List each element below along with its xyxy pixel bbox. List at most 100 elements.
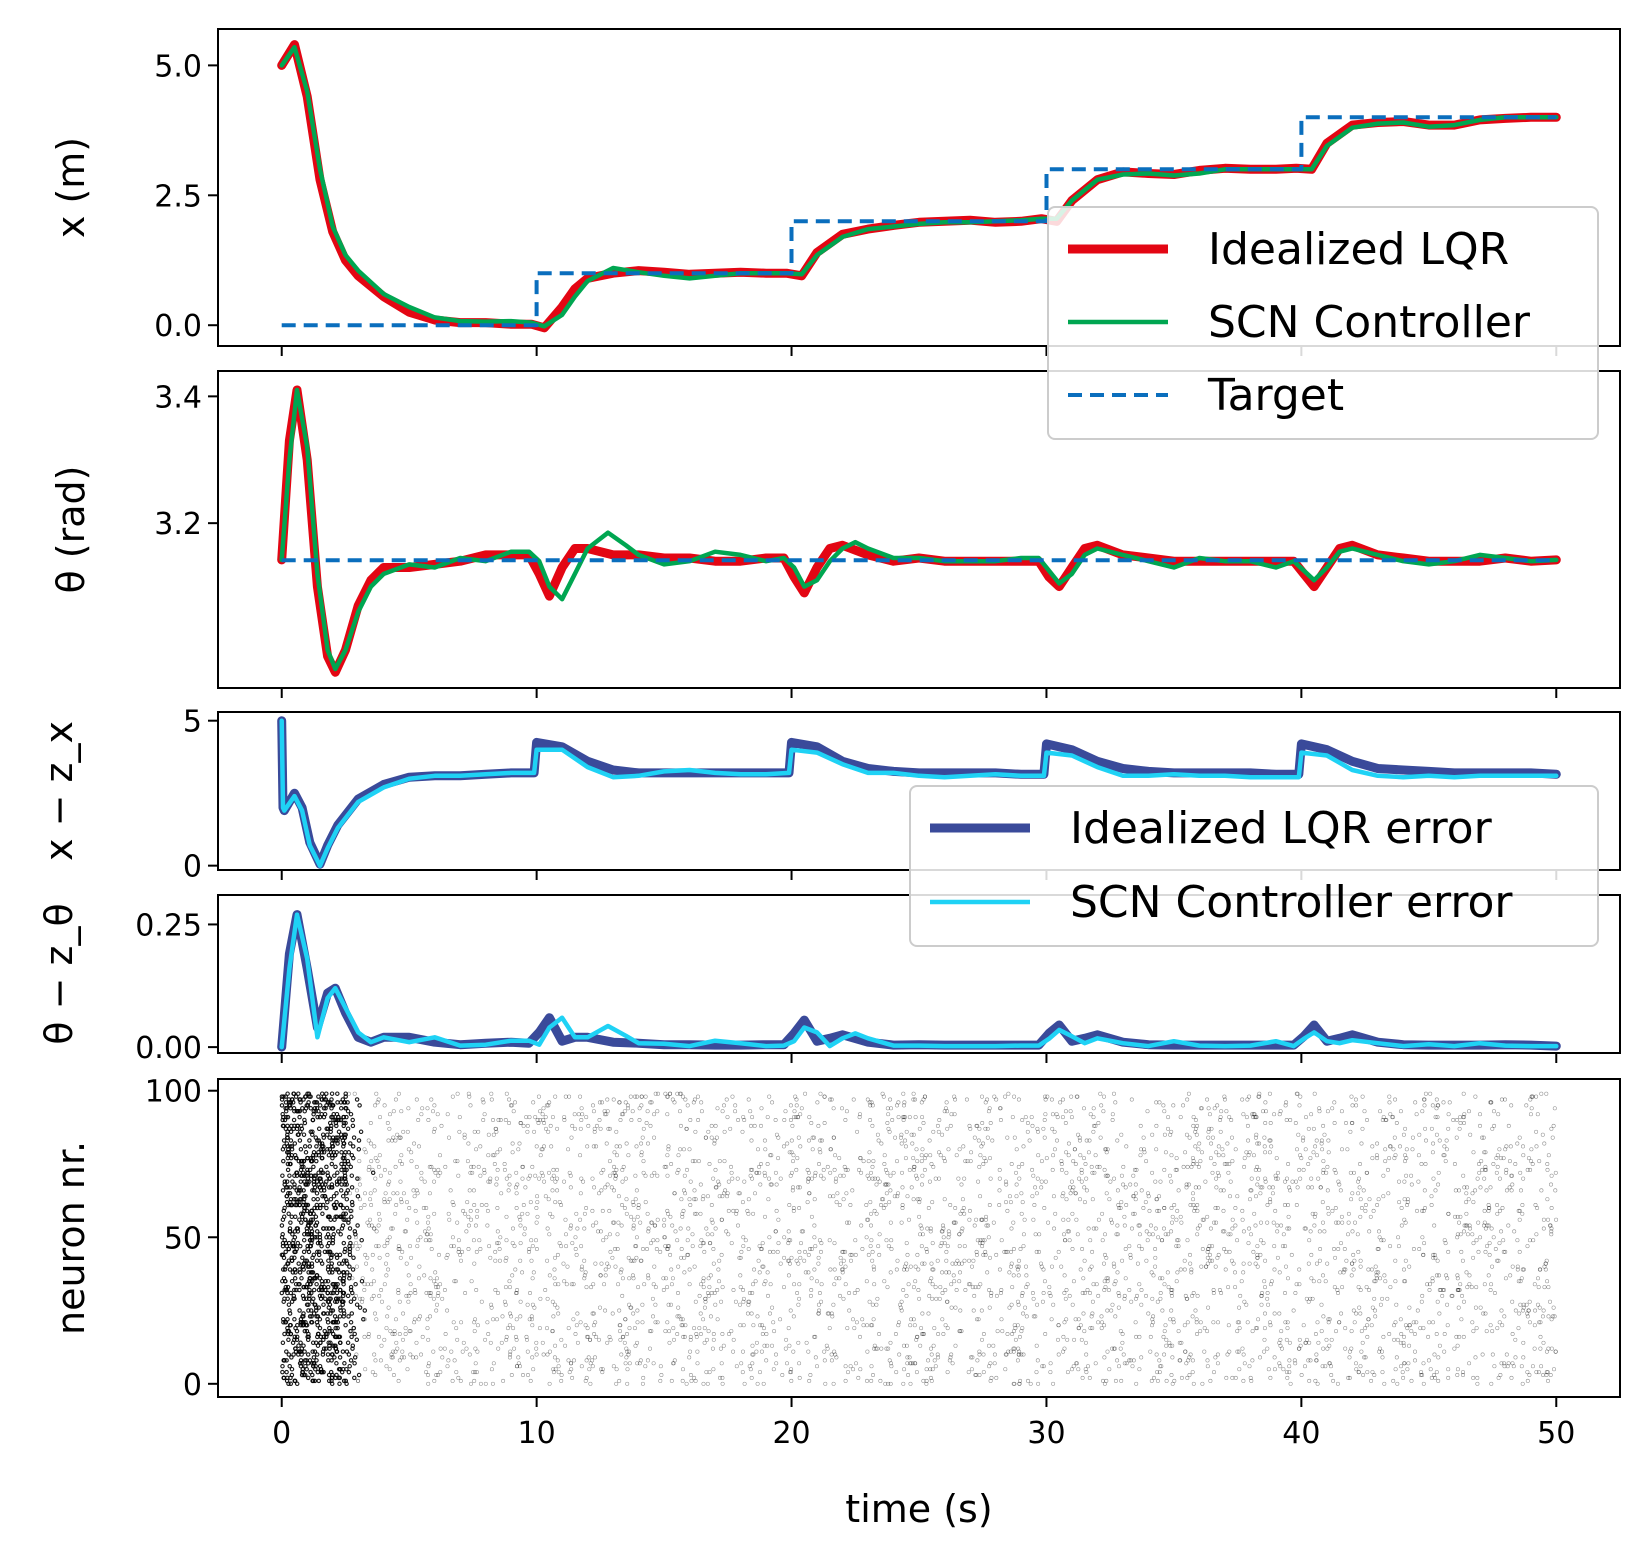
spike: [758, 1323, 763, 1328]
spike: [1154, 1123, 1159, 1128]
spike: [641, 1126, 646, 1131]
spike: [1326, 1317, 1331, 1322]
spike: [1320, 1200, 1325, 1205]
spike: [860, 1317, 865, 1322]
spike: [1198, 1106, 1203, 1111]
spike: [476, 1129, 481, 1134]
spike: [879, 1141, 884, 1146]
spike: [791, 1349, 796, 1354]
spike: [579, 1244, 584, 1249]
spike: [1078, 1197, 1082, 1202]
spike: [1332, 1121, 1337, 1125]
spike: [468, 1103, 473, 1108]
spike: [1179, 1375, 1184, 1380]
spike: [1013, 1337, 1018, 1342]
spike: [725, 1194, 730, 1199]
spike: [623, 1100, 628, 1105]
spike: [1268, 1121, 1273, 1125]
spike: [1054, 1112, 1059, 1117]
spike: [1339, 1214, 1344, 1219]
spike: [829, 1311, 834, 1316]
spike: [677, 1314, 682, 1319]
spike: [746, 1299, 751, 1304]
spike: [1043, 1179, 1048, 1184]
spike: [902, 1343, 906, 1348]
spike: [1492, 1364, 1497, 1369]
spike: [869, 1238, 874, 1243]
spike: [1163, 1323, 1168, 1328]
spike: [405, 1367, 410, 1372]
spike: [525, 1123, 530, 1128]
spike: [951, 1220, 956, 1225]
spike: [989, 1291, 994, 1295]
spike: [619, 1352, 624, 1357]
spike: [763, 1214, 767, 1219]
spike: [338, 1232, 343, 1237]
spike: [314, 1106, 320, 1111]
spike: [829, 1147, 833, 1152]
spike: [462, 1132, 467, 1137]
spike: [435, 1302, 439, 1307]
spike: [1202, 1326, 1207, 1331]
spike: [1417, 1132, 1422, 1137]
spike: [1486, 1208, 1491, 1213]
spike: [1174, 1279, 1179, 1284]
spike: [1315, 1381, 1320, 1386]
spike: [292, 1276, 298, 1281]
spike: [1112, 1264, 1117, 1269]
spike: [1366, 1317, 1371, 1322]
spike: [295, 1240, 301, 1246]
spike: [666, 1144, 671, 1149]
spike: [1483, 1164, 1488, 1169]
spike: [385, 1238, 390, 1243]
spike: [1176, 1329, 1181, 1334]
spike: [1082, 1329, 1087, 1334]
spike: [330, 1308, 336, 1313]
spike: [297, 1281, 302, 1287]
spike: [935, 1258, 940, 1263]
spike: [1309, 1276, 1314, 1281]
spike: [893, 1135, 898, 1140]
spike: [1421, 1208, 1426, 1213]
series-scn_error-line: [279, 912, 1559, 1050]
spike: [600, 1367, 605, 1372]
spike: [1195, 1226, 1200, 1231]
spike: [736, 1223, 740, 1228]
spike: [711, 1367, 716, 1372]
spike: [1081, 1311, 1086, 1316]
spike: [312, 1349, 318, 1354]
spike: [1311, 1279, 1316, 1284]
spike: [1044, 1156, 1049, 1161]
spike: [327, 1147, 333, 1152]
spike: [299, 1220, 304, 1225]
spike: [384, 1364, 389, 1369]
spike: [1081, 1276, 1086, 1281]
spike: [649, 1100, 654, 1105]
spike: [344, 1366, 349, 1372]
spike: [997, 1167, 1002, 1172]
spike: [669, 1282, 674, 1287]
spike: [980, 1241, 985, 1246]
spike: [428, 1291, 433, 1295]
spike: [302, 1328, 308, 1334]
spike: [1527, 1299, 1532, 1304]
spike: [1314, 1261, 1319, 1266]
spike: [1537, 1267, 1542, 1272]
spike: [1403, 1323, 1408, 1328]
spike: [1311, 1150, 1316, 1155]
spike: [1050, 1167, 1055, 1172]
spike: [889, 1106, 893, 1111]
spike: [1205, 1255, 1210, 1260]
spike: [1184, 1132, 1189, 1137]
spike: [1041, 1364, 1046, 1369]
spike: [707, 1285, 712, 1290]
spike: [894, 1370, 899, 1375]
spike: [301, 1237, 307, 1243]
spike: [977, 1164, 982, 1169]
spike: [329, 1358, 334, 1363]
spike: [655, 1320, 660, 1325]
spike: [1265, 1346, 1270, 1351]
spike: [466, 1247, 471, 1251]
spike: [1186, 1358, 1191, 1363]
spike: [515, 1182, 520, 1187]
